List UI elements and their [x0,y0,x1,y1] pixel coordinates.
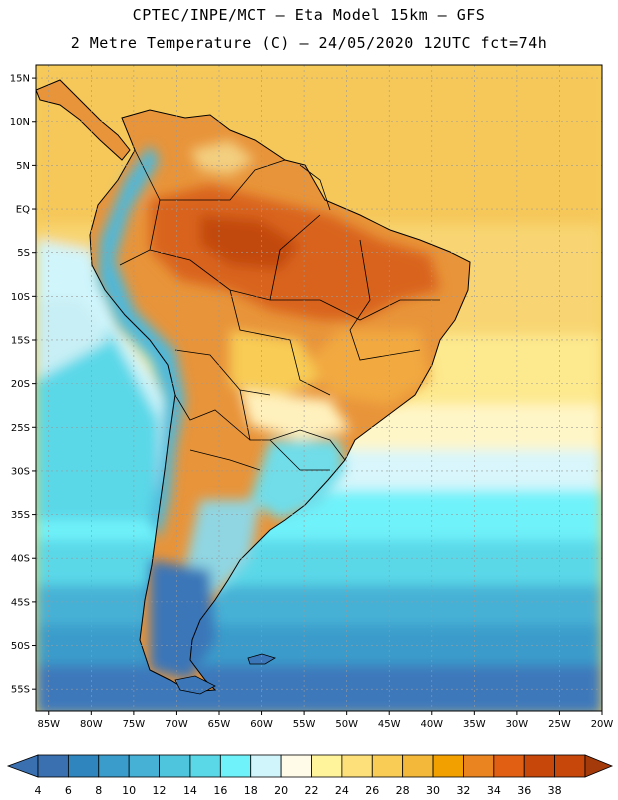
colorbar-arrow-high [584,754,614,778]
lon-tick-label: 30W [506,719,529,730]
colorbar-swatch [311,754,343,778]
lon-tick-label: 45W [378,719,401,730]
colorbar-arrow-low [6,754,39,778]
colorbar-swatch [189,754,221,778]
colorbar-swatch [128,754,160,778]
colorbar-label: 28 [396,784,410,797]
colorbar-swatch [37,754,69,778]
lat-tick-label: 5N [16,161,30,172]
lat-tick-label: EQ [16,205,30,216]
colorbar-swatch [250,754,282,778]
colorbar-label: 38 [548,784,562,797]
colorbar-swatch [463,754,495,778]
colorbar-label: 18 [244,784,258,797]
latitude-axis: 15N 10N 5N EQ 5S 10S 15S 20S 25S 30S 35S 40S 45S 50S 5… [10,74,36,696]
lat-tick-label: 10N [10,117,30,128]
colorbar-swatch [67,754,100,778]
colorbar-label: 8 [95,784,102,797]
colorbar-swatch [159,754,191,778]
map-panel [36,65,602,711]
lon-tick-label: 60W [250,719,273,730]
map-title: CPTEC/INPE/MCT – Eta Model 15km – GFS [132,6,486,24]
colorbar-swatch [493,754,525,778]
colorbar-label: 6 [65,784,72,797]
lon-tick-label: 65W [208,719,231,730]
colorbar-label: 26 [365,784,379,797]
lon-tick-label: 20W [591,719,614,730]
colorbar-label: 16 [213,784,227,797]
colorbar-label: 12 [153,784,167,797]
colorbar-label: 24 [335,784,349,797]
colorbar-swatch [98,754,130,778]
map-subtitle: 2 Metre Temperature (C) – 24/05/2020 12U… [70,34,548,52]
colorbar-swatch [554,754,586,778]
colorbar: 4 6 8 10 12 14 16 18 20 22 24 26 28 30 32 34 36 38 [6,754,614,797]
longitude-axis: 85W 80W 75W 70W 65W 60W 55W 50W 45W 40W 35W 30W 25W 2… [37,711,613,730]
colorbar-label: 22 [305,784,319,797]
lat-tick-label: 10S [11,292,30,303]
colorbar-swatch [523,754,556,778]
lon-tick-label: 55W [293,719,316,730]
colorbar-swatch [402,754,434,778]
colorbar-label: 34 [487,784,501,797]
colorbar-swatch [219,754,252,778]
lat-tick-label: 55S [11,685,30,696]
lat-tick-label: 25S [11,423,30,434]
lat-tick-label: 30S [11,466,30,477]
lon-tick-label: 50W [335,719,358,730]
map-frame [35,64,603,712]
lat-tick-label: 50S [11,641,30,652]
colorbar-label: 32 [456,784,470,797]
colorbar-label: 4 [35,784,42,797]
lat-tick-label: 40S [11,554,30,565]
colorbar-label: 30 [426,784,440,797]
lat-tick-label: 15N [10,74,30,85]
lat-tick-label: 5S [17,248,30,259]
lon-tick-label: 25W [548,719,571,730]
colorbar-swatch [341,754,373,778]
colorbar-label: 10 [122,784,136,797]
colorbar-label: 20 [274,784,288,797]
lat-tick-label: 20S [11,379,30,390]
lat-tick-label: 45S [11,597,30,608]
colorbar-swatch [280,754,312,778]
lon-tick-label: 40W [420,719,443,730]
lat-tick-label: 35S [11,510,30,521]
colorbar-swatch [371,754,404,778]
colorbar-label: 14 [183,784,197,797]
lon-tick-label: 35W [463,719,486,730]
lon-tick-label: 70W [165,719,188,730]
map-gridlines [36,65,602,711]
colorbar-swatch [432,754,464,778]
colorbar-label: 36 [517,784,531,797]
lon-tick-label: 75W [123,719,146,730]
lon-tick-label: 80W [80,719,103,730]
lat-tick-label: 15S [11,335,30,346]
lon-tick-label: 85W [37,719,60,730]
